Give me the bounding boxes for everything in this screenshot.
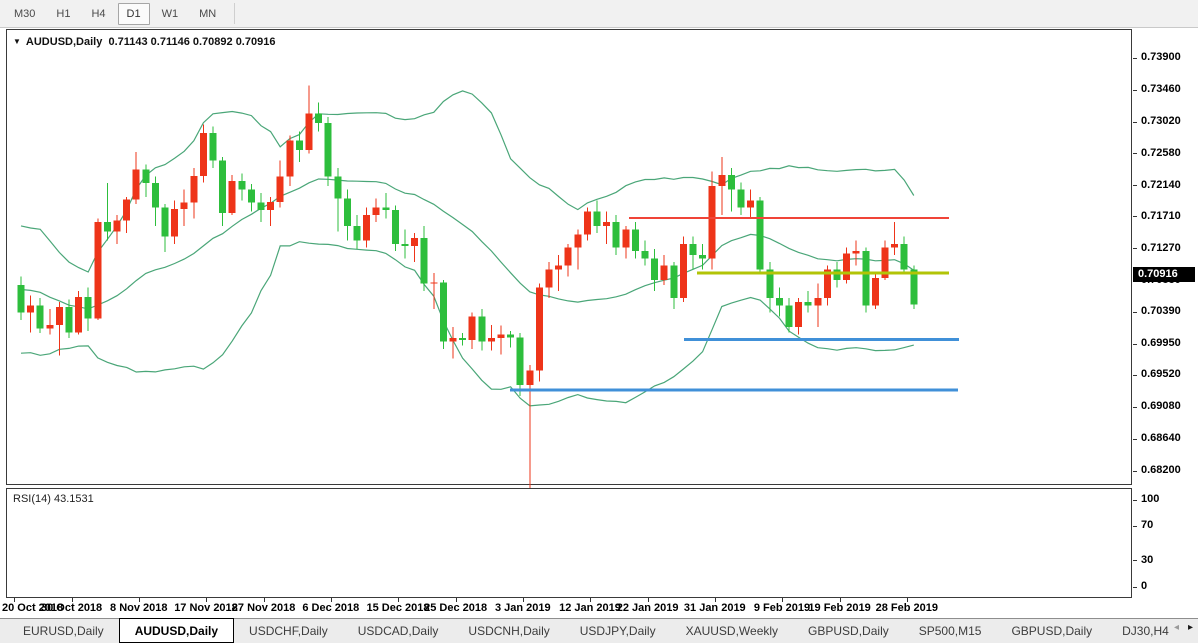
date-axis-label: 12 Jan 2019: [559, 602, 621, 614]
current-price-badge: 0.70916: [1133, 267, 1195, 282]
chart-tab-gbpusd-daily[interactable]: GBPUSD,Daily: [808, 624, 889, 638]
timeframe-buttons: M30 H1 H4 D1 W1 MN: [5, 2, 228, 25]
date-axis-tick: [71, 598, 73, 602]
date-axis-label: 19 Feb 2019: [808, 602, 871, 614]
date-axis-label: 9 Feb 2019: [753, 602, 811, 614]
tab-scroll-right-icon[interactable]: ▸: [1187, 622, 1193, 633]
date-axis-label: 28 Feb 2019: [875, 602, 938, 614]
date-axis-label: 15 Dec 2018: [366, 602, 430, 614]
date-axis-label: 3 Jan 2019: [494, 602, 551, 614]
toolbar-divider: [234, 3, 236, 24]
price-axis-label: 0.68640: [1141, 432, 1181, 445]
chart-tab-dj30-h4[interactable]: DJ30,H4: [1122, 624, 1169, 638]
date-axis-tick: [782, 598, 783, 602]
date-axis-tick: [906, 598, 908, 602]
rsi-indicator-window[interactable]: [6, 488, 1132, 598]
date-axis-tick: [647, 598, 649, 602]
price-axis-tick: [1133, 57, 1137, 59]
chart-symbol: AUDUSD,Daily: [25, 36, 103, 48]
date-axis-label: 30 Oct 2018: [41, 602, 103, 614]
price-chart-canvas[interactable]: [14, 60, 1138, 514]
rsi-axis-label: 100: [1141, 493, 1160, 505]
timeframe-button-mn[interactable]: MN: [199, 7, 217, 20]
chart-tab-usdcad-daily[interactable]: USDCAD,Daily: [357, 624, 439, 638]
price-axis-label: 0.73020: [1141, 115, 1181, 127]
rsi-axis-label: 0: [1141, 580, 1148, 592]
price-axis-label: 0.69080: [1141, 400, 1181, 413]
chart-tab-usdcnh-daily[interactable]: USDCNH,Daily: [468, 624, 550, 638]
date-axis-tick: [455, 598, 457, 602]
date-axis-tick: [330, 598, 332, 602]
price-axis-label: 0.69950: [1141, 337, 1181, 350]
date-axis-label: 17 Nov 2018: [174, 602, 238, 614]
date-axis-tick: [714, 598, 716, 602]
price-axis-label: 0.72140: [1141, 178, 1181, 191]
chart-tab-sp500-m15[interactable]: SP500,M15: [918, 624, 982, 638]
timeframe-toolbar: M30 H1 H4 D1 W1 MN: [0, 0, 1198, 28]
date-axis-tick: [590, 598, 591, 602]
rsi-axis-tick: [1133, 525, 1137, 527]
chart-tab-xauusd-weekly[interactable]: XAUUSD,Weekly: [685, 624, 779, 638]
collapse-triangle-icon: ▼: [13, 37, 21, 46]
rsi-axis-label: 70: [1141, 519, 1154, 532]
date-axis-tick: [522, 598, 524, 602]
timeframe-button-m30[interactable]: M30: [14, 7, 36, 20]
timeframe-button-d1[interactable]: D1: [117, 2, 150, 25]
price-chart-window[interactable]: [6, 29, 1132, 509]
date-axis-label: 6 Dec 2018: [302, 602, 360, 614]
rsi-axis-label: 30: [1141, 553, 1154, 566]
timeframe-button-w1[interactable]: W1: [161, 7, 179, 20]
date-axis-label: 20 Oct 2018: [2, 602, 64, 614]
rsi-axis-tick: [1133, 560, 1137, 562]
chart-tab-usdchf-daily[interactable]: USDCHF,Daily: [249, 624, 328, 638]
date-axis-tick: [263, 598, 265, 602]
date-axis-label: 25 Dec 2018: [424, 602, 488, 614]
price-axis-label: 0.71710: [1141, 209, 1181, 222]
price-axis-label: 0.70390: [1141, 305, 1181, 318]
price-axis-label: 0.71270: [1141, 241, 1181, 254]
date-axis-label: 31 Jan 2019: [683, 602, 746, 614]
chart-tab-eurusd-daily[interactable]: EURUSD,Daily: [23, 624, 104, 638]
chart-title: ▼ AUDUSD,Daily 0.71143 0.71146 0.70892 0.…: [13, 36, 275, 48]
date-axis-label: 8 Nov 2018: [110, 602, 168, 614]
chart-tab-usdjpy-daily[interactable]: USDJPY,Daily: [579, 624, 656, 638]
chart-ohlc-values: 0.71143 0.71146 0.70892 0.70916: [108, 36, 276, 48]
chart-tab-audusd-daily[interactable]: AUDUSD,Daily: [118, 618, 235, 643]
tab-scroll-left-icon[interactable]: ◂: [1173, 622, 1179, 633]
tab-scroll-arrows: ◂ ▸: [1174, 622, 1193, 633]
rsi-value-label: RSI(14) 43.1531: [13, 493, 94, 505]
date-axis-tick: [398, 598, 399, 602]
date-axis-tick: [138, 598, 140, 602]
timeframe-button-h4[interactable]: H4: [91, 7, 106, 20]
date-axis-label: 22 Jan 2019: [616, 602, 679, 614]
chart-tab-gbpusd-daily[interactable]: GBPUSD,Daily: [1011, 624, 1093, 638]
chart-tab-bar: EURUSD,Daily AUDUSD,Daily USDCHF,Daily USDC…: [0, 618, 1198, 643]
date-axis-tick: [14, 598, 15, 602]
rsi-axis-tick: [1133, 586, 1137, 588]
price-axis-label: 0.73460: [1141, 83, 1181, 96]
price-axis-label: 0.69520: [1141, 368, 1181, 381]
price-axis-label: 0.73900: [1141, 51, 1181, 64]
date-axis-tick: [206, 598, 207, 602]
price-axis-label: 0.68200: [1141, 464, 1181, 476]
price-axis-label: 0.72580: [1141, 146, 1181, 159]
timeframe-button-h1[interactable]: H1: [56, 7, 71, 20]
date-axis-tick: [839, 598, 841, 602]
date-axis-label: 27 Nov 2018: [231, 602, 296, 614]
